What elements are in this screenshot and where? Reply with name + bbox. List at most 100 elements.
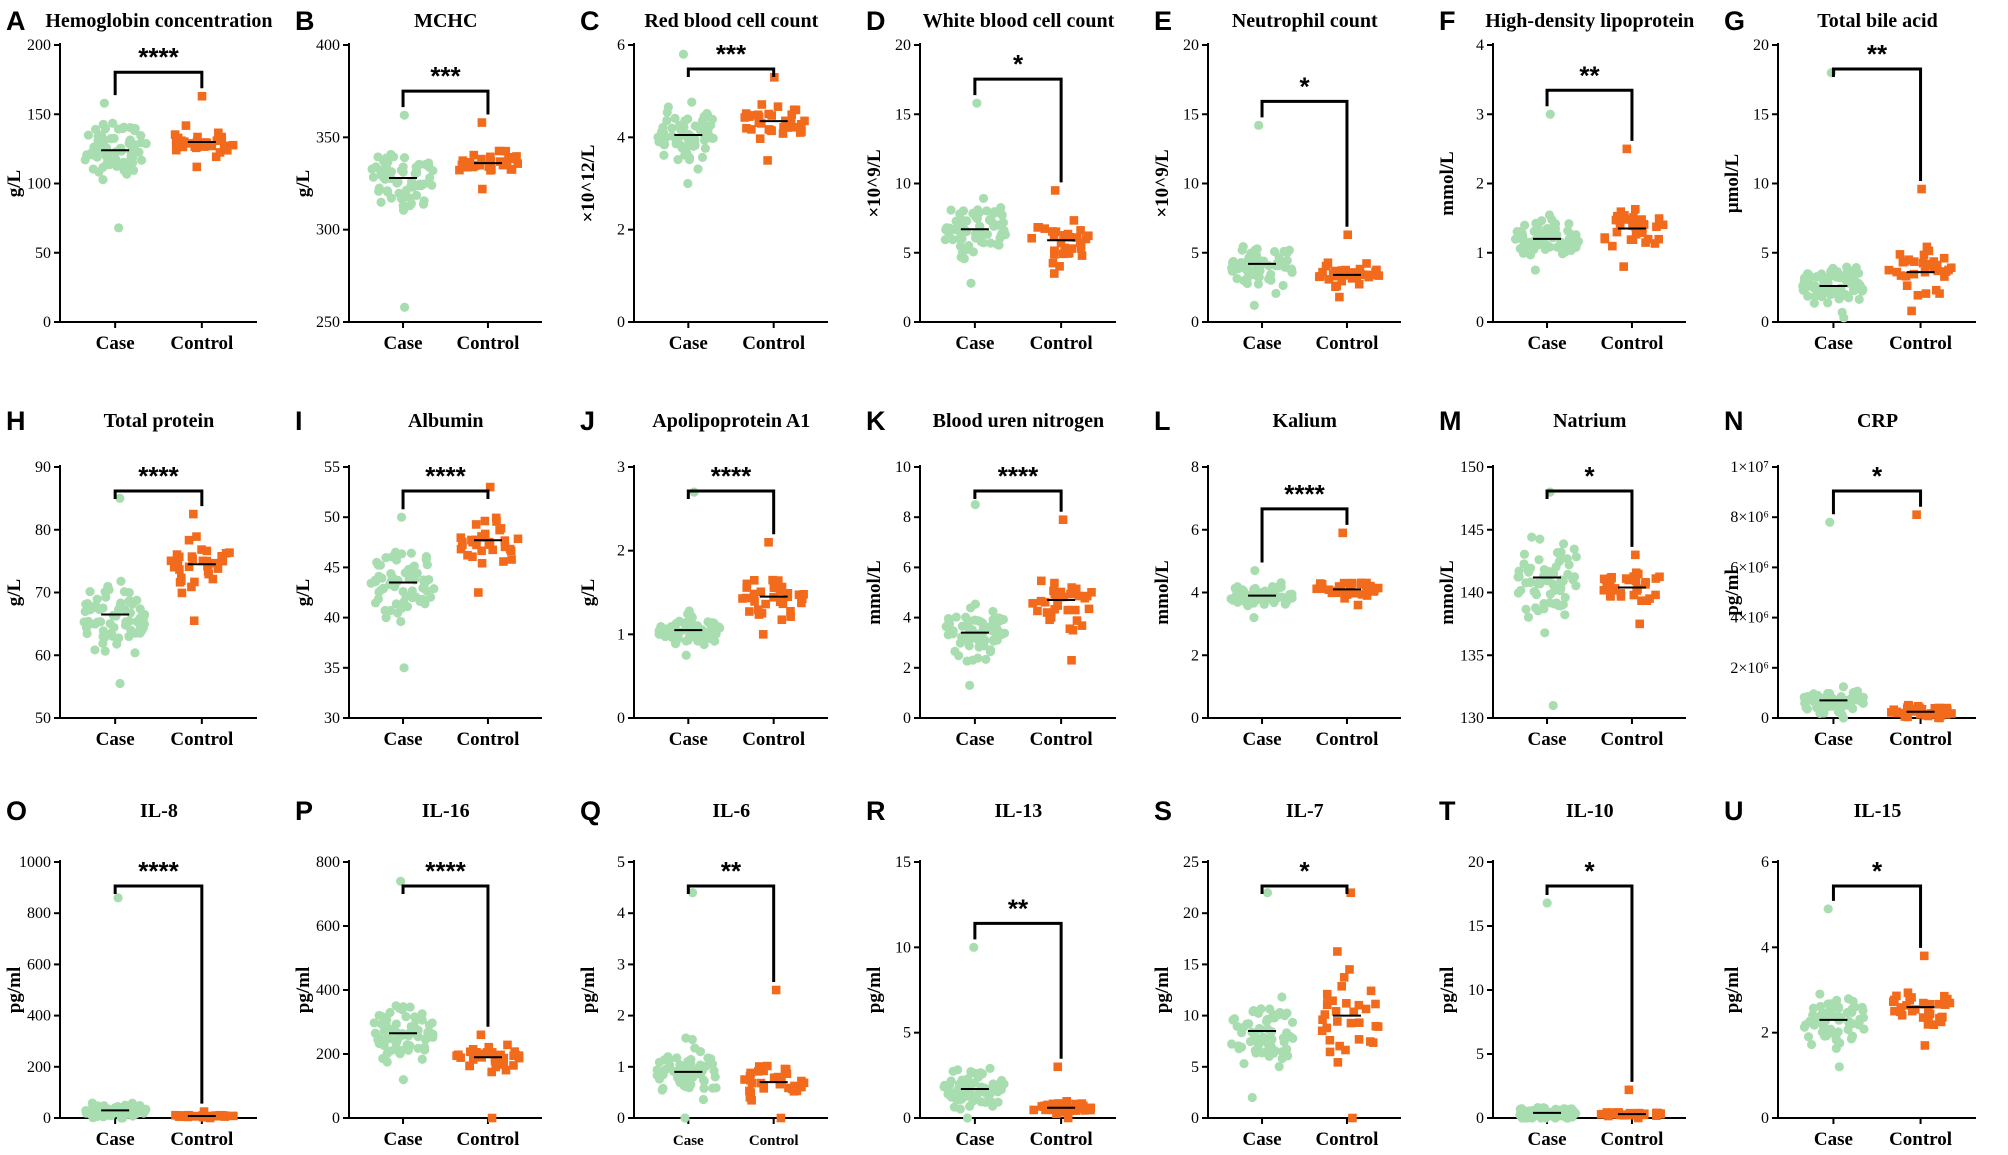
case-point	[964, 635, 974, 646]
panel-m: M Natrium 130 135 140 145 150 mmol/L Case Control…	[1437, 406, 1686, 750]
y-tick-label: 3	[617, 459, 625, 476]
case-point	[108, 118, 118, 128]
y-tick-label: 0	[43, 1110, 51, 1127]
y-tick-label: 200	[27, 37, 51, 54]
y-tick-label: 0	[1191, 710, 1199, 727]
y-tick-label: 2	[1761, 1025, 1769, 1042]
control-point	[192, 162, 202, 172]
control-point	[1339, 973, 1349, 982]
y-axis-label: g/L	[578, 579, 599, 606]
control-point	[491, 513, 501, 523]
case-point	[126, 147, 136, 157]
control-point	[478, 184, 487, 194]
control-point	[1062, 1096, 1072, 1106]
control-point	[204, 569, 214, 579]
significance-bracket	[973, 77, 1063, 183]
y-tick-label: 5	[1476, 1046, 1484, 1063]
control-point	[1898, 257, 1908, 267]
control-point	[753, 1067, 763, 1076]
case-point	[112, 639, 122, 649]
significance-bracket	[1260, 99, 1349, 227]
case-point	[98, 175, 108, 185]
y-tick-label: 150	[27, 106, 51, 123]
case-point	[107, 631, 118, 641]
control-point	[1622, 144, 1632, 154]
case-point	[1571, 1108, 1581, 1118]
control-point	[1635, 619, 1644, 629]
case-point	[421, 552, 431, 562]
case-point	[985, 1089, 995, 1099]
x-category-case: Case	[1814, 333, 1853, 354]
control-point	[485, 482, 495, 492]
y-tick-label: 55	[324, 459, 340, 476]
x-category-control: Control	[170, 333, 233, 354]
panel-l: L Kalium 0 2 4 6 8 mmol/L Case Control ****	[1152, 406, 1401, 750]
control-point	[1897, 1011, 1907, 1020]
significance-stars: **	[1867, 39, 1888, 69]
case-point	[1539, 565, 1549, 575]
control-point	[1912, 510, 1921, 519]
y-tick-label: 30	[324, 710, 340, 727]
control-point	[185, 139, 194, 148]
x-category-case: Case	[673, 1133, 704, 1149]
case-point	[1519, 1108, 1529, 1118]
y-tick-label: 6	[1761, 854, 1769, 871]
y-tick-label: 0	[617, 710, 625, 727]
control-point	[175, 577, 185, 587]
significance-bracket	[1260, 884, 1349, 894]
control-point	[1620, 211, 1629, 220]
case-point	[968, 247, 978, 257]
control-point	[1935, 1013, 1944, 1023]
control-point	[1084, 604, 1094, 614]
control-point	[499, 1053, 509, 1063]
panel-letter: H	[6, 406, 26, 436]
case-point	[388, 573, 399, 583]
case-point	[398, 1002, 408, 1012]
control-point	[769, 583, 779, 593]
case-point	[381, 552, 391, 563]
case-point	[125, 608, 136, 618]
panel-title: IL-16	[422, 800, 470, 822]
y-tick-label: 8	[903, 509, 911, 526]
control-point	[1902, 1001, 1911, 1010]
y-axis-label: mmol/L	[1437, 560, 1458, 624]
control-point	[1607, 1108, 1617, 1117]
control-point	[1374, 271, 1384, 280]
control-point	[753, 605, 763, 614]
case-point	[101, 151, 111, 161]
case-point	[1285, 1031, 1295, 1041]
control-point	[184, 535, 194, 545]
case-point	[681, 1033, 691, 1043]
case-point	[703, 617, 713, 627]
y-tick-label: 6	[617, 37, 625, 54]
significance-stars: *	[1013, 49, 1024, 79]
control-point	[1331, 586, 1340, 596]
y-tick-label: 300	[316, 222, 340, 239]
case-point	[972, 98, 982, 108]
case-point	[1556, 547, 1566, 557]
control-point	[1362, 259, 1371, 268]
case-point	[90, 645, 100, 655]
case-point	[680, 150, 690, 160]
control-point	[1029, 1105, 1039, 1115]
control-point	[477, 532, 486, 541]
control-point	[1624, 575, 1633, 585]
case-point	[1245, 1036, 1256, 1047]
case-point	[1838, 682, 1849, 692]
case-point	[949, 1102, 959, 1112]
case-point	[1548, 700, 1558, 711]
control-point	[1366, 986, 1376, 996]
case-point	[1535, 534, 1545, 544]
case-point	[990, 208, 1000, 218]
case-point	[962, 1113, 973, 1123]
case-point	[965, 603, 976, 613]
control-point	[1613, 211, 1622, 221]
control-point	[203, 561, 212, 571]
x-category-case: Case	[1243, 333, 1282, 354]
y-tick-label: 0	[1761, 314, 1769, 331]
case-point	[113, 893, 123, 903]
case-point	[101, 592, 111, 602]
case-point	[381, 1018, 391, 1028]
case-point	[399, 153, 410, 163]
